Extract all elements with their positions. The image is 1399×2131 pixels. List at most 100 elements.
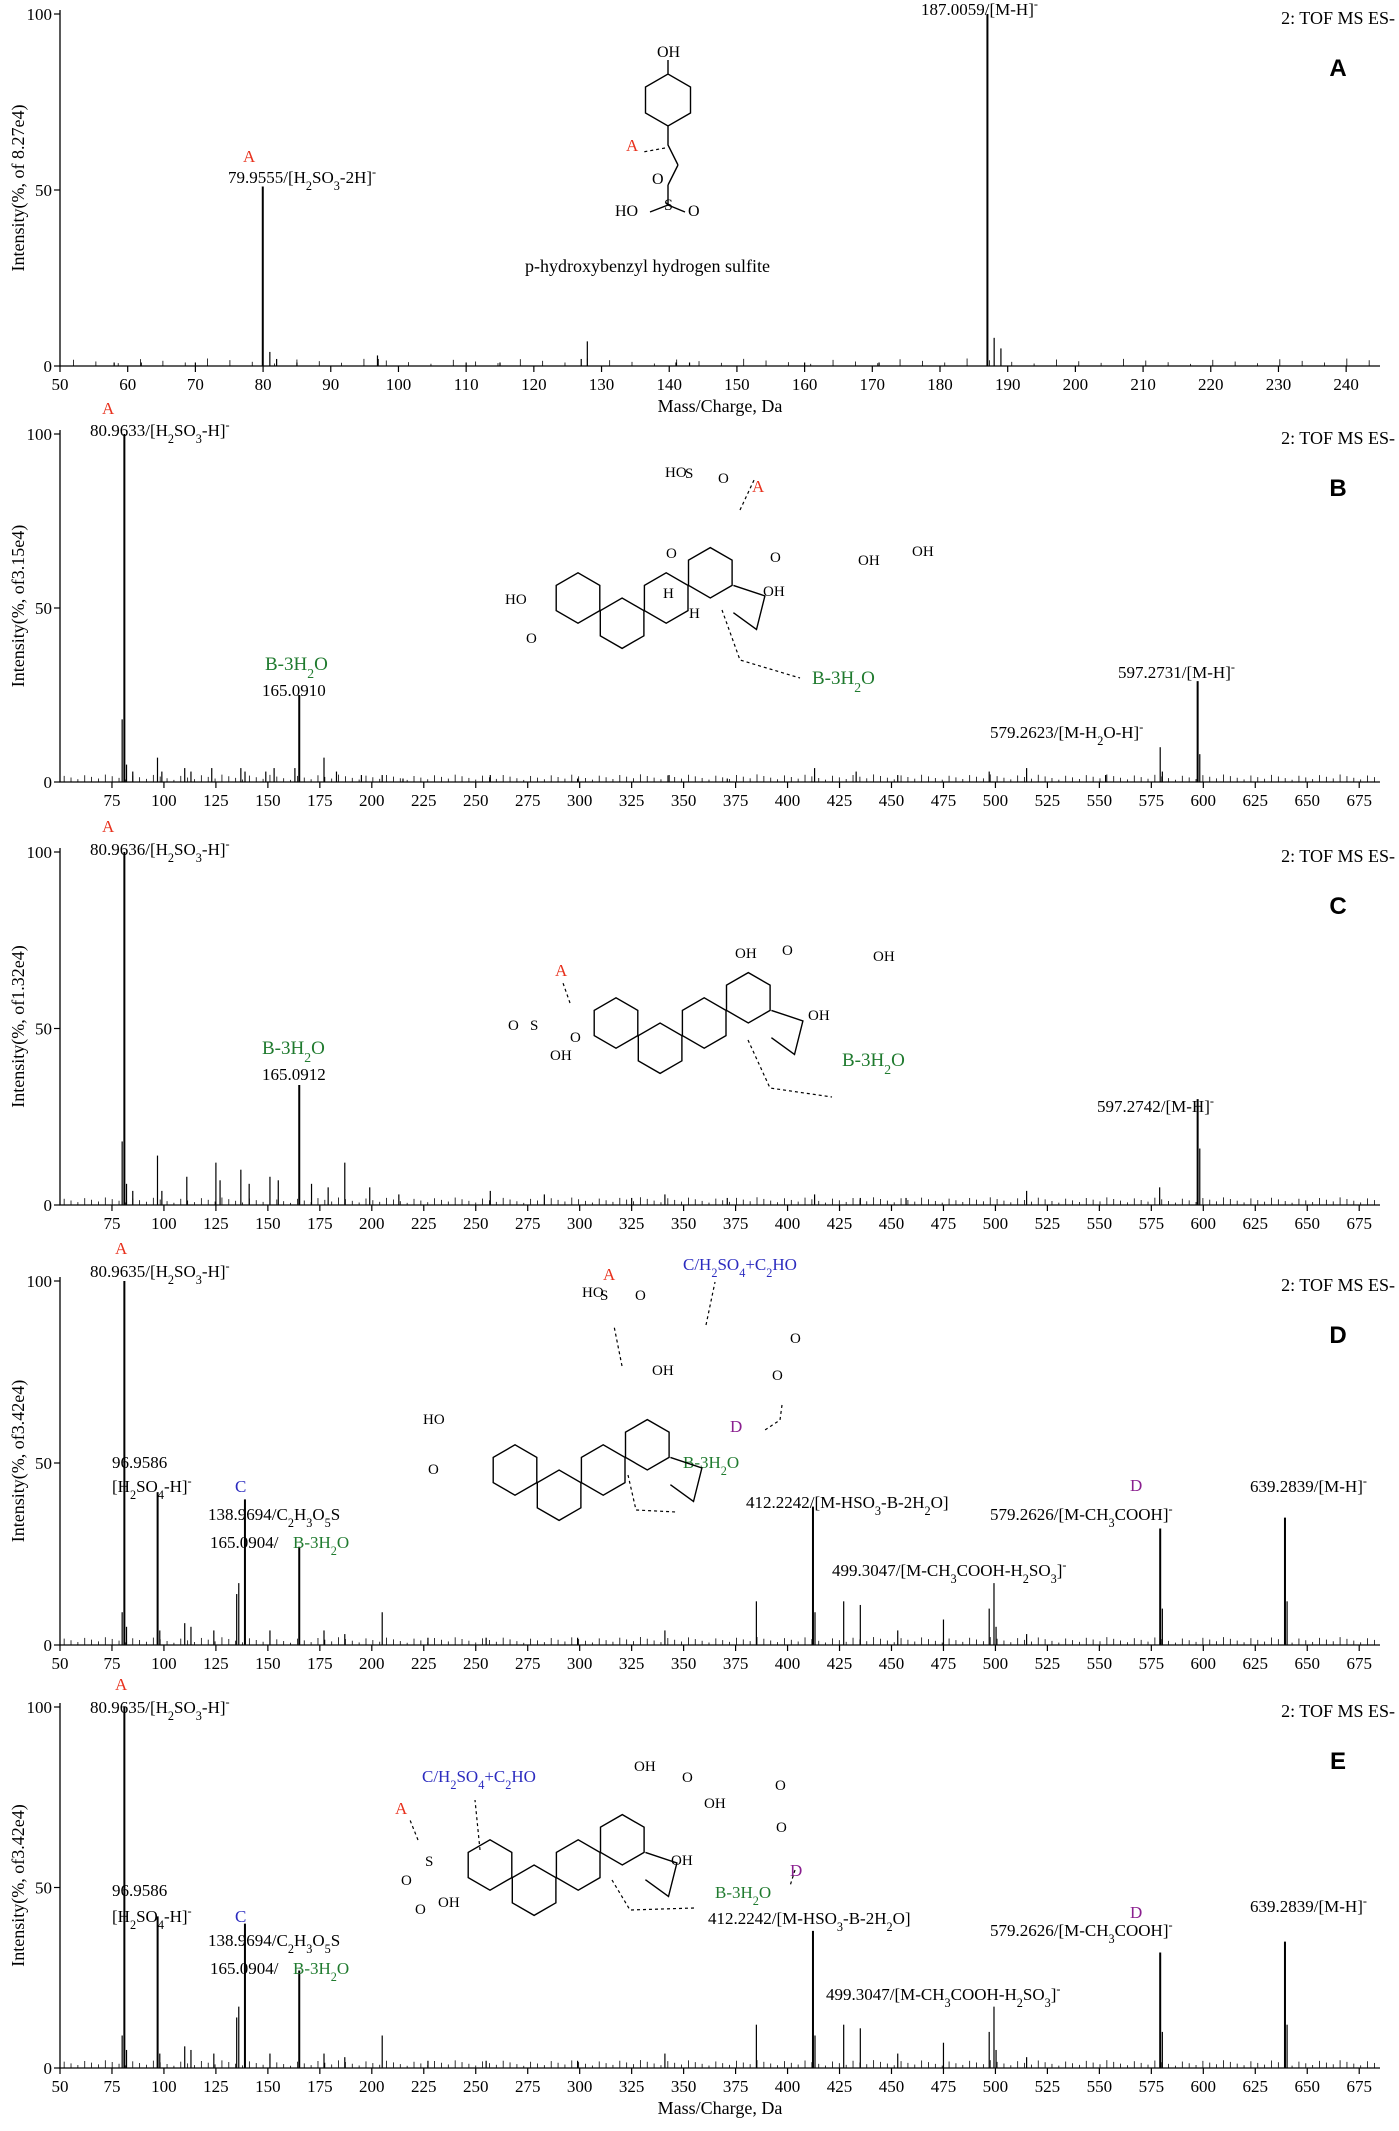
steroid-structure-d-arrow <box>705 1281 716 1326</box>
x-tick-label: 325 <box>619 1214 645 1233</box>
fragment-label: C <box>235 1477 246 1496</box>
fragment-label: A <box>102 399 115 418</box>
x-tick-label: 240 <box>1333 375 1359 394</box>
x-tick-label: 125 <box>203 1654 229 1673</box>
atom-label: O <box>776 1820 787 1836</box>
atom-label: O <box>415 1902 426 1918</box>
x-tick-label: 425 <box>827 1214 853 1233</box>
y-tick-label: 50 <box>35 599 52 618</box>
x-tick-label: 325 <box>619 791 645 810</box>
y-axis-label: Intensity(%, of1.32e4) <box>8 945 29 1107</box>
steroid-structure-c-arrow <box>562 982 571 1004</box>
fragment-label: B-3H2O <box>293 1959 349 1984</box>
x-tick-label: 575 <box>1139 2077 1165 2096</box>
x-tick-label: 675 <box>1346 2077 1372 2096</box>
panel-letter: D <box>1329 1322 1346 1349</box>
x-axis-label: Mass/Charge, Da <box>658 396 783 416</box>
x-tick-label: 275 <box>515 1654 541 1673</box>
x-tick-label: 50 <box>52 1654 69 1673</box>
x-tick-label: 190 <box>995 375 1021 394</box>
x-tick-label: 675 <box>1346 791 1372 810</box>
x-tick-label: 200 <box>359 1654 385 1673</box>
x-tick-label: 550 <box>1087 2077 1113 2096</box>
peak-annotation: 165.0904/ <box>210 1959 279 1978</box>
x-tick-label: 650 <box>1294 2077 1320 2096</box>
y-tick-label: 0 <box>44 2059 53 2078</box>
peak-annotation: 80.9635/[H2SO3-H]- <box>90 1695 230 1723</box>
x-tick-label: 200 <box>359 1214 385 1233</box>
x-tick-label: 500 <box>983 2077 1009 2096</box>
fragment-label: A <box>102 817 115 836</box>
x-tick-label: 150 <box>724 375 750 394</box>
peak-annotation: 499.3047/[M-CH3COOH-H2SO3]- <box>826 1982 1061 2010</box>
structure-label: C/H2SO4+C2HO <box>422 1767 536 1792</box>
x-tick-label: 180 <box>927 375 953 394</box>
panel-C: 0 50 100 75 100 125 150 175 200 225 250 275 300 325 35… <box>8 843 1395 1233</box>
x-tick-label: 200 <box>1063 375 1089 394</box>
peak-annotation: 639.2839/[M-H]- <box>1250 1474 1367 1496</box>
atom-label: O <box>635 1288 646 1304</box>
y-axis-label: Intensity(%, of3.42e4) <box>8 1804 29 1966</box>
x-tick-label: 250 <box>463 791 489 810</box>
peak-annotation: 579.2626/[M-CH3COOH]- <box>990 1502 1173 1530</box>
x-tick-label: 675 <box>1346 1654 1372 1673</box>
atom-label: HO <box>615 203 638 220</box>
steroid-structure-e <box>467 1813 678 1917</box>
panel-letter: E <box>1330 1748 1346 1775</box>
peak-annotation: 639.2839/[M-H]- <box>1250 1894 1367 1916</box>
x-tick-label: 625 <box>1243 1654 1269 1673</box>
atom-label: OH <box>808 1008 830 1024</box>
steroid-structure-c-arrow <box>747 1039 833 1098</box>
x-tick-label: 575 <box>1139 791 1165 810</box>
panel-letter: C <box>1329 893 1346 920</box>
peak-annotation: 96.9586 <box>112 1453 167 1472</box>
x-tick-label: 450 <box>879 2077 905 2096</box>
panel-letter: A <box>1329 55 1346 82</box>
atom-label: OH <box>438 1895 460 1911</box>
peak-annotation: 597.2731/[M-H]- <box>1118 660 1235 682</box>
structure-label: C/H2SO4+C2HO <box>683 1255 797 1280</box>
x-tick-label: 75 <box>103 1214 120 1233</box>
x-tick-label: 600 <box>1191 791 1217 810</box>
x-tick-label: 200 <box>359 2077 385 2096</box>
atom-label: OH <box>873 949 895 965</box>
atom-label: HO <box>423 1412 445 1428</box>
fragment-label: A <box>115 1239 128 1258</box>
x-tick-label: 600 <box>1191 1654 1217 1673</box>
x-tick-label: 300 <box>567 1654 593 1673</box>
structure-caption: p-hydroxybenzyl hydrogen sulfite <box>525 256 770 276</box>
atom-label: O <box>688 203 700 220</box>
atom-label: O <box>401 1873 412 1889</box>
atom-label: S <box>685 466 693 482</box>
x-tick-label: 300 <box>567 791 593 810</box>
x-tick-label: 425 <box>827 791 853 810</box>
steroid-structure-e-arrow <box>789 1869 796 1887</box>
x-tick-label: 250 <box>463 1214 489 1233</box>
atom-label: O <box>770 550 781 566</box>
x-tick-label: 150 <box>255 2077 281 2096</box>
x-tick-label: 175 <box>307 791 333 810</box>
x-tick-label: 140 <box>656 375 682 394</box>
x-tick-label: 100 <box>151 791 177 810</box>
x-tick-label: 70 <box>187 375 204 394</box>
x-tick-label: 425 <box>827 1654 853 1673</box>
fragment-label: D <box>1130 1903 1142 1922</box>
x-tick-label: 130 <box>589 375 615 394</box>
atom-label: S <box>425 1854 433 1870</box>
x-tick-label: 625 <box>1243 2077 1269 2096</box>
x-tick-label: 350 <box>671 1214 697 1233</box>
x-tick-label: 500 <box>983 1214 1009 1233</box>
x-tick-label: 550 <box>1087 791 1113 810</box>
atom-label: O <box>782 943 793 959</box>
structure-label: A <box>626 136 639 155</box>
atom-label: O <box>718 471 729 487</box>
atom-label: OH <box>735 946 757 962</box>
atom-label: H <box>689 606 700 622</box>
atom-label: OH <box>652 1363 674 1379</box>
axes <box>59 10 1380 367</box>
y-tick-label: 0 <box>44 1196 53 1215</box>
fragment-label: B-3H2O <box>262 1038 325 1065</box>
x-tick-label: 375 <box>723 1654 749 1673</box>
atom-label: HO <box>582 1285 604 1301</box>
x-tick-label: 475 <box>931 1654 957 1673</box>
